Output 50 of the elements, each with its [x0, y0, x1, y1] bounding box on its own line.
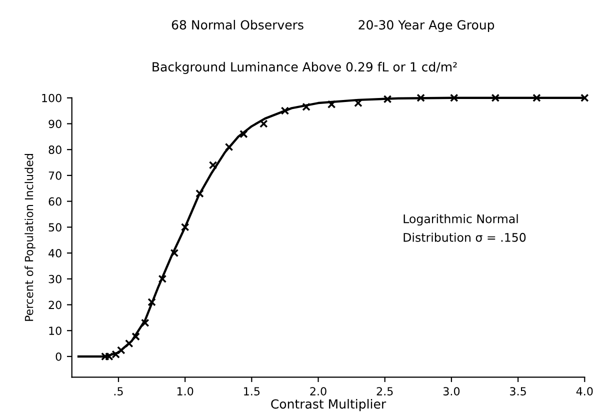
point — [100, 352, 110, 361]
y-tick-label: 10 — [49, 326, 62, 335]
point — [354, 98, 362, 108]
point — [132, 332, 140, 341]
y-tick-label: 100 — [42, 94, 62, 102]
y-tick-label: 20 — [48, 300, 62, 310]
point — [280, 106, 290, 115]
x-tick-label: 1.0 — [177, 387, 194, 396]
chart-subtitle: Background Luminance Above 0.29 fL or 1 cd/m² — [152, 62, 457, 74]
point — [259, 120, 268, 128]
text: 20-30 Year Age Group — [358, 20, 494, 32]
point — [383, 94, 392, 104]
line-series — [77, 96, 586, 358]
point — [240, 130, 248, 138]
point — [532, 94, 541, 102]
y-tick-label: 40 — [48, 249, 62, 258]
point — [148, 298, 156, 306]
x-tick-label: .5 — [114, 387, 123, 396]
point — [196, 189, 204, 198]
x-tick-label: 3.0 — [443, 387, 460, 396]
annotation: Logarithmic Normal Distribution σ = .150 — [404, 214, 526, 242]
y-tick-label: 60 — [48, 197, 62, 206]
point — [450, 94, 458, 102]
point — [158, 274, 167, 284]
x-tick-label: 1.5 — [244, 387, 260, 396]
point — [327, 100, 336, 108]
x-tick-label: 3.5 — [510, 387, 526, 396]
x-tick-label: 2.0 — [310, 387, 326, 396]
y-tick-label: 0 — [56, 352, 62, 361]
point — [491, 94, 500, 102]
point — [580, 94, 589, 102]
point — [116, 346, 126, 354]
y-tick-label: 80 — [48, 146, 62, 154]
point — [416, 94, 425, 102]
y-tick-label: 70 — [48, 171, 62, 180]
x-tick-label: 4.0 — [576, 387, 593, 396]
y-tick-label: 50 — [48, 223, 62, 232]
point — [124, 339, 134, 348]
chart-title: 68 Normal Observers — [172, 20, 304, 30]
x-axis-title: Contrast Multiplier — [271, 399, 386, 412]
y-axis-title: Percent of Population Included — [24, 154, 36, 321]
point — [180, 223, 190, 232]
x-tick-label: 2.5 — [376, 387, 393, 396]
point — [140, 318, 150, 328]
point — [224, 142, 234, 152]
point — [208, 160, 218, 170]
y-tick-label: 30 — [48, 274, 62, 284]
point — [170, 248, 179, 258]
point — [302, 102, 310, 112]
y-tick-label: 90 — [48, 120, 62, 128]
